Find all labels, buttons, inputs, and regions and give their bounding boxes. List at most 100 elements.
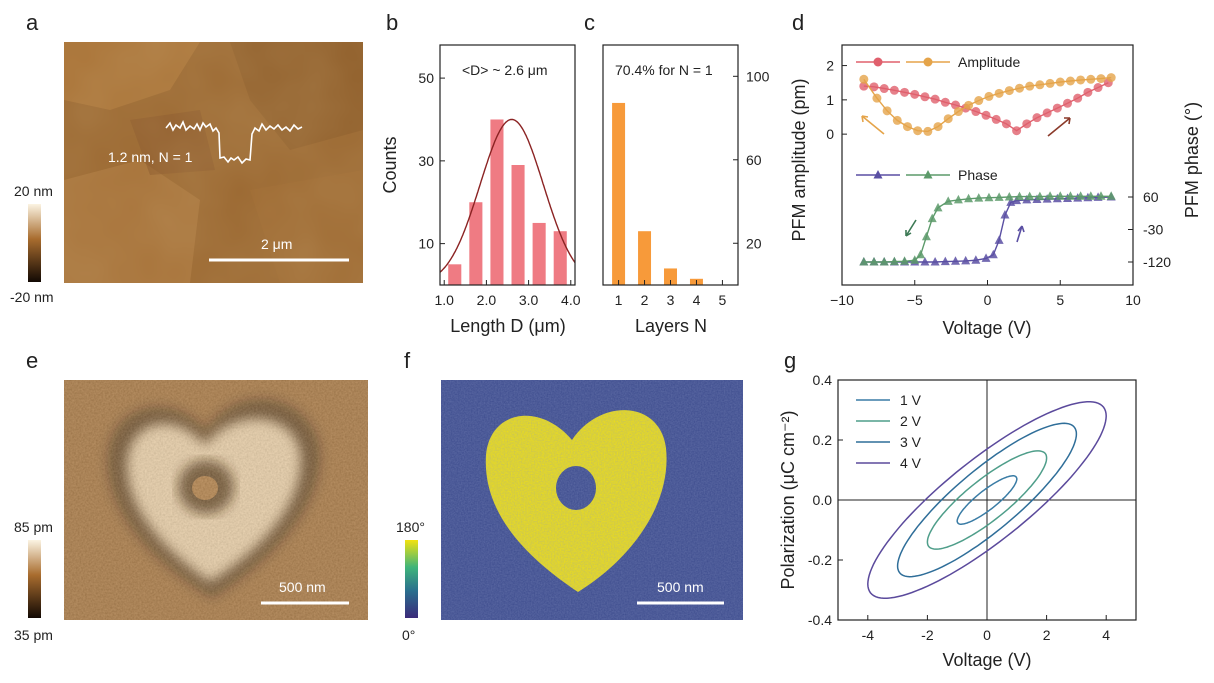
y-tick-label: 2 — [826, 58, 834, 74]
chart-c: 1 2 3 4 5 20 60 100 70.4% for N = 1 Layers N — [602, 44, 770, 336]
amplitude-point — [1063, 98, 1073, 108]
x-tick-label: 4 — [693, 292, 701, 308]
phase-point — [859, 257, 869, 266]
y-tick-label: 1 — [826, 92, 834, 108]
arrow-icon — [905, 219, 917, 237]
x-tick-label: 10 — [1125, 292, 1141, 308]
amplitude-loop-line — [863, 76, 1112, 133]
phase-point — [1076, 191, 1086, 200]
histogram-bar — [612, 102, 626, 286]
histogram-bar — [511, 165, 525, 285]
phase-point — [1045, 191, 1055, 200]
panel-letter-g: g — [784, 348, 796, 373]
phase-point — [994, 235, 1004, 244]
y-tick-label: 0.2 — [813, 432, 833, 448]
amplitude-point — [1083, 87, 1093, 97]
y-tick-label: 30 — [418, 153, 434, 169]
legend-label: 4 V — [900, 455, 922, 471]
chart-b: 1.0 2.0 3.0 4.0 10 30 50 <D> ~ 2.6 μm Length … — [380, 44, 581, 336]
chart-g-ylabel: Polarization (μC cm⁻²) — [778, 411, 798, 590]
y-tick-label: -0.2 — [808, 552, 832, 568]
hysteresis-loop — [867, 401, 1107, 599]
histogram-bar — [490, 119, 504, 285]
afm-topography-image — [64, 42, 363, 283]
amplitude-point — [920, 92, 930, 102]
y-tick-label: -0.4 — [808, 612, 832, 628]
chart-d-xlabel: Voltage (V) — [942, 318, 1031, 338]
scale-bar-f-label: 500 nm — [657, 579, 704, 595]
phase-loop-line — [863, 196, 1112, 263]
phase-point — [921, 231, 931, 241]
amplitude-point — [1012, 126, 1022, 136]
y-right-tick-label: -30 — [1143, 222, 1163, 238]
amplitude-point — [859, 74, 869, 84]
amplitude-point — [892, 115, 902, 125]
hysteresis-loop — [896, 422, 1078, 578]
sweep-direction-arrows — [861, 115, 1071, 243]
phase-point — [927, 213, 937, 223]
colorbar-f-min: 0° — [402, 627, 415, 643]
phase-loop-line — [863, 195, 1112, 263]
panel-letter-a: a — [26, 10, 39, 35]
y-tick-label: 0 — [826, 126, 834, 142]
phase-point — [1055, 191, 1065, 200]
legend-label: 3 V — [900, 434, 922, 450]
phase-point — [1065, 191, 1075, 200]
arrow-icon — [1047, 117, 1071, 137]
panel-letter-b: b — [386, 10, 398, 35]
x-tick-label: 2 — [641, 292, 649, 308]
phase-point — [916, 249, 926, 259]
chart-d: −10 −5 0 5 10 0 1 2 60 -30 -120 Amplitude Phase V… — [789, 44, 1202, 338]
histogram-bar — [448, 264, 462, 285]
phase-point — [988, 249, 998, 259]
amplitude-point — [940, 97, 950, 107]
amplitude-point — [953, 107, 963, 117]
legend-marker — [873, 170, 883, 179]
phase-point — [933, 202, 943, 212]
amplitude-point — [1086, 74, 1096, 84]
colorbar-e-max: 85 pm — [14, 519, 53, 535]
gaussian-fit-line — [439, 118, 576, 273]
amplitude-point — [971, 107, 981, 117]
scale-bar-e-label: 500 nm — [279, 579, 326, 595]
x-tick-label: 4.0 — [561, 292, 581, 308]
x-tick-label: -2 — [921, 627, 934, 643]
y-right-tick-label: 60 — [1143, 189, 1159, 205]
x-tick-label: 5 — [719, 292, 727, 308]
legend-marker — [923, 57, 933, 67]
x-tick-label: 3.0 — [519, 292, 539, 308]
chart-g: -4 -2 0 2 4 0.4 0.2 0.0 -0.2 -0.4 1 V 2 V 3 V 4 V V… — [778, 372, 1137, 670]
y-tick-label: 0.4 — [813, 372, 833, 388]
x-tick-label: 0 — [984, 292, 992, 308]
legend-marker — [923, 170, 933, 179]
colorbar-a-min: -20 nm — [10, 289, 54, 305]
amplitude-point — [991, 114, 1001, 124]
chart-d-ylabel: PFM amplitude (pm) — [789, 78, 809, 241]
y-right-tick-label: 60 — [746, 152, 762, 168]
chart-b-xlabel: Length D (μm) — [450, 316, 565, 336]
histogram-bar — [664, 268, 677, 285]
panel-letter-d: d — [792, 10, 804, 35]
amplitude-point — [882, 106, 892, 116]
scale-bar-a-label: 2 μm — [261, 236, 292, 252]
amplitude-point — [1032, 113, 1042, 123]
phase-point — [930, 257, 940, 266]
amplitude-point — [1093, 83, 1103, 93]
histogram-bar — [553, 231, 567, 285]
arrow-icon — [1016, 225, 1025, 243]
profile-label: 1.2 nm, N = 1 — [108, 149, 193, 165]
arrow-icon — [861, 115, 885, 135]
phase-point — [910, 255, 920, 264]
chart-c-annotation: 70.4% for N = 1 — [615, 62, 713, 78]
x-tick-label: −5 — [907, 292, 923, 308]
phase-point — [869, 257, 879, 266]
y-right-tick-label: -120 — [1143, 254, 1171, 270]
amplitude-point — [902, 122, 912, 132]
chart-c-xlabel: Layers N — [635, 316, 707, 336]
phase-point — [971, 255, 981, 264]
phase-point — [1025, 191, 1035, 201]
phase-point — [879, 257, 889, 266]
phase-point — [889, 256, 899, 266]
amplitude-point — [1052, 103, 1062, 113]
amplitude-point — [872, 93, 882, 103]
